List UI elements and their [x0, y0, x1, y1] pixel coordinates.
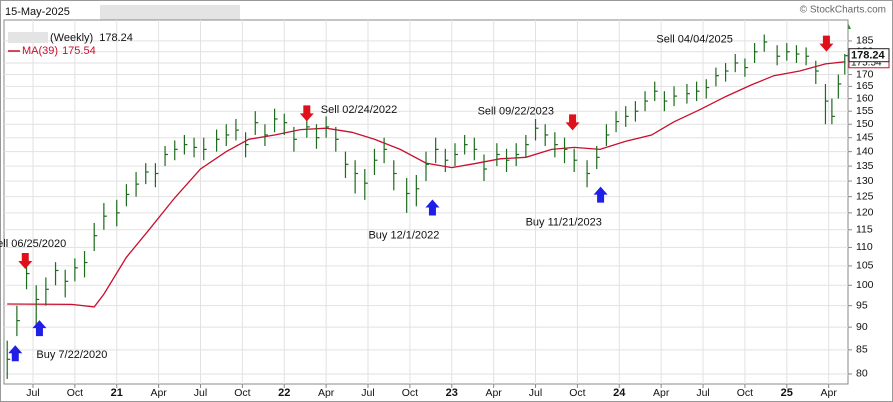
x-tick-label: Oct — [402, 387, 418, 399]
y-tick-label: 120 — [856, 207, 874, 219]
date: 15-May-2025 — [5, 6, 70, 18]
y-tick-label: 165 — [856, 80, 874, 92]
legend-symbol-redacted — [8, 32, 48, 43]
x-tick-label: Apr — [653, 387, 670, 399]
plot-area — [3, 19, 849, 385]
buy-arrow — [32, 320, 47, 337]
legend-name: MA(39) — [22, 45, 58, 57]
legend-name: (Weekly) — [50, 32, 93, 44]
y-tick-label: 155 — [856, 105, 874, 117]
x-tick-label: 22 — [278, 387, 290, 399]
x-tick-label: Jul — [361, 387, 374, 399]
x-tick-label: Oct — [569, 387, 585, 399]
legend-ma: MA(39) 175.54 — [22, 45, 96, 57]
x-tick-label: 25 — [781, 387, 793, 399]
signal-label: Sell 02/24/2022 — [321, 104, 397, 116]
ma-line — [7, 61, 845, 308]
legend-value: 178.24 — [99, 32, 133, 44]
x-tick-label: 24 — [613, 387, 626, 399]
y-tick-label: 110 — [856, 241, 873, 253]
signal-label: Sell 06/25/2020 — [0, 238, 66, 250]
y-tick-label: 170 — [856, 68, 874, 80]
y-tick-label: 130 — [856, 175, 874, 187]
x-tick-label: Jul — [529, 387, 542, 399]
y-tick-label: 150 — [856, 118, 874, 130]
y-tick-label: 145 — [856, 131, 874, 143]
x-tick-label: Jul — [696, 387, 709, 399]
x-tick-label: Jul — [26, 387, 39, 399]
y-tick-label: 185 — [856, 35, 874, 47]
price-box — [848, 48, 890, 63]
signal-label: Buy 12/1/2022 — [368, 229, 439, 241]
signal-label: Sell 04/04/2025 — [656, 33, 732, 45]
x-tick-label: Oct — [67, 387, 83, 399]
symbol-redacted — [100, 5, 240, 20]
ma-price-label: 175.54 — [851, 57, 882, 68]
x-tick-label: Jul — [194, 387, 207, 399]
price-label: 178.24 — [851, 50, 886, 62]
legend-price: (Weekly) 178.24 — [50, 32, 133, 44]
x-tick-label: Apr — [820, 387, 837, 399]
y-tick-label: 135 — [856, 160, 874, 172]
y-tick-label: 100 — [856, 279, 874, 291]
x-tick-label: Apr — [318, 387, 335, 399]
y-tick-label: 160 — [856, 92, 874, 104]
signal-label: Buy 11/21/2023 — [526, 217, 602, 229]
x-tick-label: Oct — [234, 387, 250, 399]
sell-arrow — [18, 252, 33, 269]
x-tick-label: 23 — [446, 387, 458, 399]
signal-label: Sell 09/22/2023 — [478, 105, 554, 117]
buy-arrow — [593, 186, 608, 203]
y-tick-label: 85 — [856, 344, 868, 356]
x-tick-label: 21 — [111, 387, 123, 399]
y-tick-label: 95 — [856, 299, 868, 311]
sell-arrow — [299, 105, 314, 122]
x-tick-label: Oct — [737, 387, 753, 399]
credit: © StockCharts.com — [800, 5, 886, 16]
legend-value: 175.54 — [62, 45, 96, 57]
y-tick-label: 125 — [856, 190, 874, 202]
x-tick-label: Apr — [485, 387, 502, 399]
sell-arrow — [819, 35, 834, 52]
sell-arrow — [565, 114, 580, 131]
x-tick-label: Apr — [150, 387, 167, 399]
y-tick-label: 105 — [856, 260, 874, 272]
buy-arrow — [8, 345, 23, 362]
y-tick-label: 80 — [856, 368, 868, 380]
signal-label: Buy 7/22/2020 — [36, 349, 107, 361]
y-tick-label: 140 — [856, 145, 874, 157]
y-tick-label: 90 — [856, 321, 868, 333]
buy-arrow — [425, 199, 440, 216]
y-tick-label: 115 — [856, 224, 873, 236]
